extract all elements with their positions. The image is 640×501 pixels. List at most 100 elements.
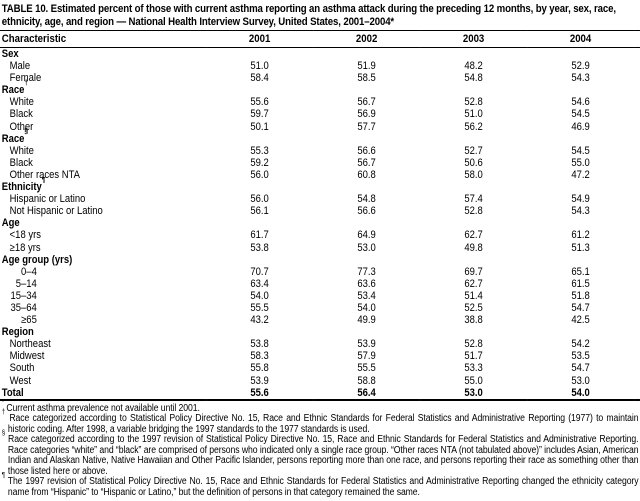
row-label-cell: Black	[0, 157, 206, 169]
row-spacer	[634, 350, 640, 362]
value-cell: 51.7	[464, 350, 483, 363]
row-spacer	[634, 145, 640, 157]
value-cell	[420, 48, 527, 61]
value-cell	[420, 133, 527, 145]
value-cell: 54.0	[527, 386, 635, 401]
value-cell: 54.7	[571, 301, 590, 314]
row-label-cell: ≥65	[0, 314, 206, 326]
row-label: Sex	[1, 48, 19, 60]
value-cell: 53.3	[464, 362, 483, 375]
value-cell: 69.7	[464, 265, 483, 278]
value-cell: 56.9	[357, 108, 376, 121]
value-cell: 54.3	[571, 205, 590, 218]
value-cell	[206, 181, 313, 193]
section-row: Ethnicity¶	[0, 175, 640, 193]
row-label-cell: Region	[0, 326, 206, 338]
value-cell: 43.2	[250, 314, 269, 327]
row-spacer	[634, 108, 640, 120]
value-cell: 52.9	[571, 60, 590, 73]
header-row: Characteristic 2001 2002 2003 2004	[0, 30, 640, 48]
value-cell: 61.7	[250, 229, 269, 242]
row-spacer	[634, 121, 640, 133]
row-label-cell: ≥18 yrs	[0, 242, 206, 254]
value-cell	[527, 326, 634, 338]
value-cell: 61.5	[571, 277, 590, 290]
row-label-cell: Age	[0, 217, 206, 229]
value-cell	[206, 326, 313, 338]
col-header-2001: 2001	[206, 30, 314, 48]
value-cell: 57.9	[357, 350, 376, 363]
value-cell: 54.8	[464, 72, 483, 85]
value-cell	[313, 181, 420, 193]
row-label-cell: 5–14	[0, 278, 206, 290]
value-cell: 42.5	[571, 314, 590, 327]
data-row: 5–14 63.4 63.6 62.7 61.5	[0, 278, 640, 290]
row-label: Age group (yrs)	[1, 253, 73, 266]
row-spacer	[634, 338, 640, 350]
value-cell: 55.6	[206, 386, 314, 401]
value-cell: 63.4	[250, 277, 269, 290]
footnote: * Current asthma prevalence not availabl…	[2, 399, 639, 415]
row-label-cell: Female	[0, 72, 206, 84]
row-label: <18 yrs	[9, 229, 41, 242]
section-row: Region	[0, 326, 640, 338]
row-spacer	[634, 362, 640, 374]
row-label: Other races NTA	[9, 168, 80, 181]
value-cell	[206, 133, 313, 145]
value-cell: 52.8	[464, 338, 483, 351]
value-cell: 51.8	[571, 289, 590, 302]
row-spacer	[634, 169, 640, 181]
value-cell: 56.0	[250, 168, 269, 181]
data-row: Other 50.1 57.7 56.2 46.9	[0, 121, 640, 133]
value-cell: 56.2	[464, 120, 483, 133]
row-label: Midwest	[9, 350, 45, 363]
row-label: 0–4	[21, 265, 37, 278]
section-row: Sex	[0, 48, 640, 61]
value-cell: 70.7	[250, 265, 269, 278]
value-cell: 53.9	[357, 338, 376, 351]
value-cell: 53.8	[250, 338, 269, 351]
value-cell: 54.6	[571, 96, 590, 109]
row-label-cell: 0–4	[0, 266, 206, 278]
footnote: § Race categorized according to the 1997…	[2, 430, 639, 477]
value-cell: 53.4	[357, 289, 376, 302]
row-label: ≥65	[21, 314, 37, 327]
value-cell	[527, 48, 634, 61]
footnote: ¶ The 1997 revision of Statistical Polic…	[2, 472, 639, 498]
row-label: Age	[1, 217, 20, 230]
row-label: White	[9, 96, 34, 109]
value-cell: 51.0	[464, 108, 483, 121]
row-label: Northeast	[9, 338, 51, 351]
total-row: Total 55.6 56.4 53.0 54.0	[0, 386, 640, 401]
data-row: Black 59.7 56.9 51.0 54.5	[0, 108, 640, 120]
value-cell: 55.5	[357, 362, 376, 375]
footnote: † Race categorized according to Statisti…	[2, 409, 639, 435]
col-header-2004: 2004	[527, 30, 635, 48]
row-label-cell: Total	[0, 386, 207, 401]
value-cell: 55.8	[250, 362, 269, 375]
row-spacer	[634, 375, 640, 387]
row-label-cell: Age group (yrs)	[0, 254, 206, 266]
value-cell: 54.5	[571, 144, 590, 157]
row-label: Black	[9, 156, 33, 169]
value-cell: 65.1	[571, 265, 590, 278]
table-title: TABLE 10. Estimated percent of those wit…	[1, 3, 616, 28]
row-label: South	[9, 362, 35, 375]
value-cell: 56.0	[250, 193, 269, 206]
row-label: 15–34	[10, 289, 37, 302]
value-cell	[313, 133, 420, 145]
value-cell	[420, 217, 527, 229]
row-label: Hispanic or Latino	[9, 193, 86, 206]
value-cell	[313, 48, 420, 61]
value-cell	[527, 133, 634, 145]
value-cell	[313, 84, 420, 96]
value-cell: 46.9	[571, 120, 590, 133]
value-cell: 53.0	[571, 374, 590, 387]
value-cell	[527, 254, 634, 266]
value-cell: 54.2	[571, 338, 590, 351]
value-cell: 38.8	[464, 314, 483, 327]
value-cell: 56.4	[313, 386, 421, 401]
value-cell: 58.8	[357, 374, 376, 387]
data-row: Northeast 53.8 53.9 52.8 54.2	[0, 338, 640, 350]
value-cell	[420, 254, 527, 266]
